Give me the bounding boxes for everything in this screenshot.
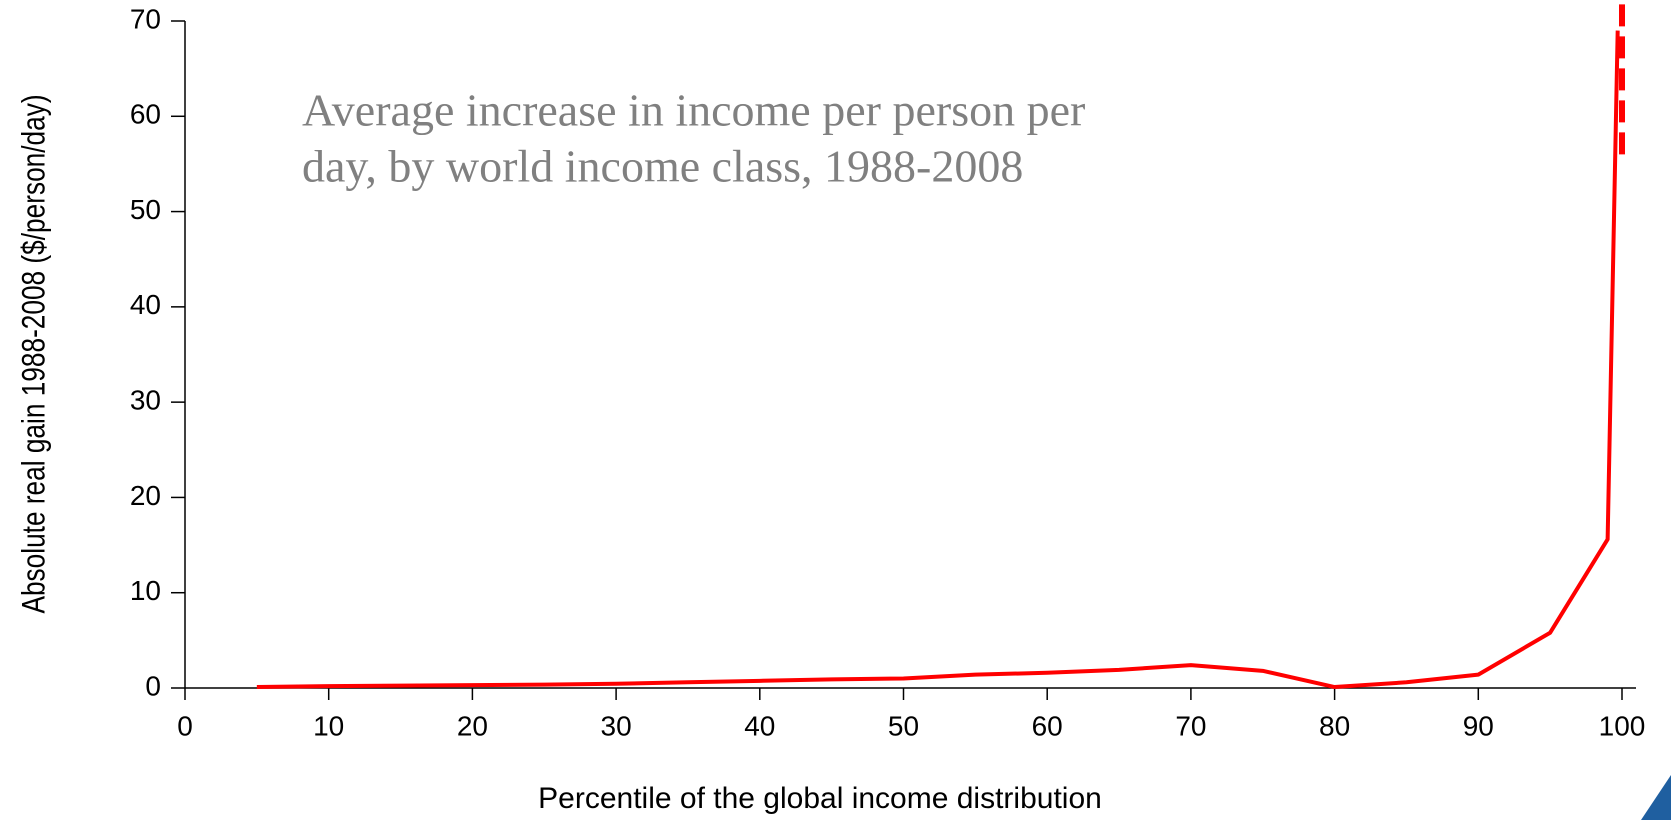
x-tick-label: 90 bbox=[1463, 710, 1494, 741]
x-tick-label: 70 bbox=[1175, 710, 1206, 741]
data-line bbox=[256, 30, 1620, 690]
x-tick-label: 60 bbox=[1032, 710, 1063, 741]
y-tick-label: 60 bbox=[130, 99, 161, 130]
x-tick-label: 50 bbox=[888, 710, 919, 741]
x-tick-label: 20 bbox=[457, 710, 488, 741]
corner-decoration bbox=[1641, 775, 1671, 820]
chart-title: Average increase in income per person pe… bbox=[302, 85, 1085, 136]
x-axis-label: Percentile of the global income distribu… bbox=[538, 782, 1102, 815]
x-tick-label: 10 bbox=[313, 710, 344, 741]
y-tick-label: 0 bbox=[145, 670, 161, 701]
x-tick-label: 80 bbox=[1319, 710, 1350, 741]
x-tick-label: 40 bbox=[744, 710, 775, 741]
x-tick-label: 30 bbox=[601, 710, 632, 741]
y-tick-label: 10 bbox=[130, 575, 161, 606]
chart-title: day, by world income class, 1988-2008 bbox=[302, 141, 1023, 192]
y-axis-label: Absolute real gain 1988-2008 ($/person/d… bbox=[17, 94, 52, 613]
y-tick-label: 50 bbox=[130, 194, 161, 225]
y-tick-label: 40 bbox=[130, 289, 161, 320]
y-tick-label: 30 bbox=[130, 385, 161, 416]
x-tick-label: 100 bbox=[1599, 710, 1646, 741]
y-tick-label: 20 bbox=[130, 480, 161, 511]
y-tick-label: 70 bbox=[130, 3, 161, 34]
x-tick-label: 0 bbox=[177, 710, 193, 741]
